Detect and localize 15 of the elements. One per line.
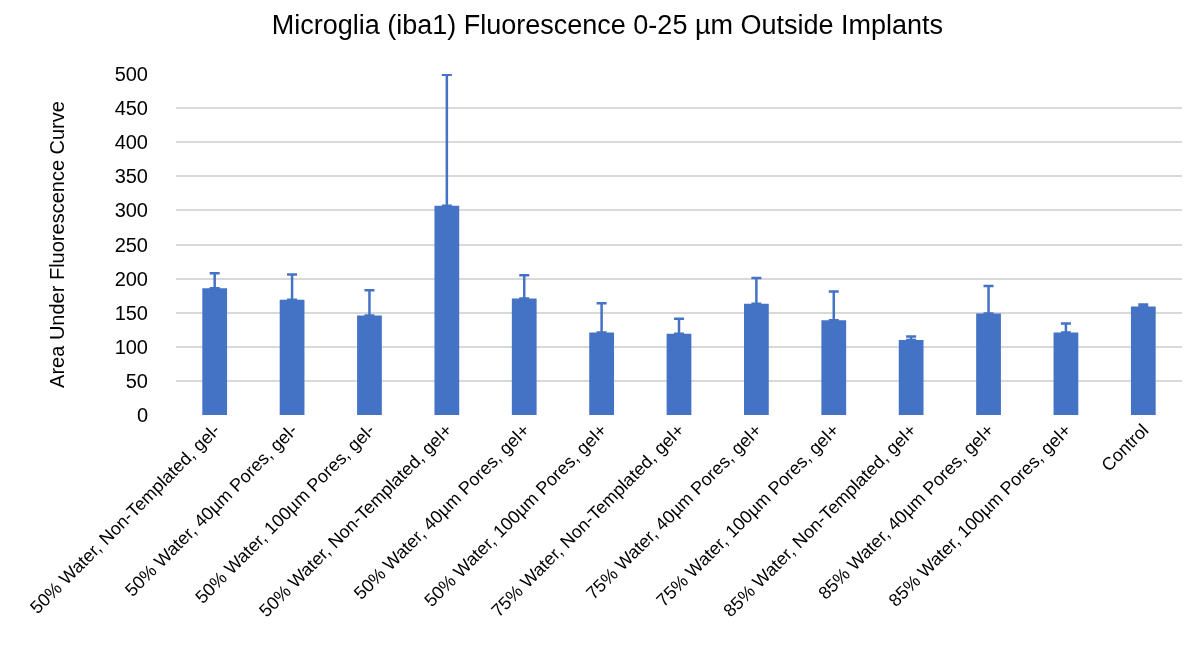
y-tick-label: 500 [114, 63, 148, 85]
bar [898, 339, 924, 415]
y-tick-label: 400 [114, 131, 148, 154]
y-tick-label: 150 [114, 301, 148, 324]
y-tick-label: 200 [114, 267, 148, 290]
y-tick-label: 450 [114, 97, 148, 120]
bar [1130, 306, 1156, 415]
chart-title: Microglia (iba1) Fluorescence 0-25 µm Outside Implants [271, 10, 944, 40]
y-tick-label: 350 [114, 165, 148, 188]
y-tick-label: 50 [125, 369, 148, 392]
y-tick-label: 100 [114, 335, 148, 358]
y-axis-title: Area Under Fluorescence Curve [46, 101, 69, 388]
y-tick-label: 0 [136, 404, 148, 426]
y-tick-label: 300 [114, 199, 148, 222]
y-tick-label: 250 [114, 233, 148, 256]
